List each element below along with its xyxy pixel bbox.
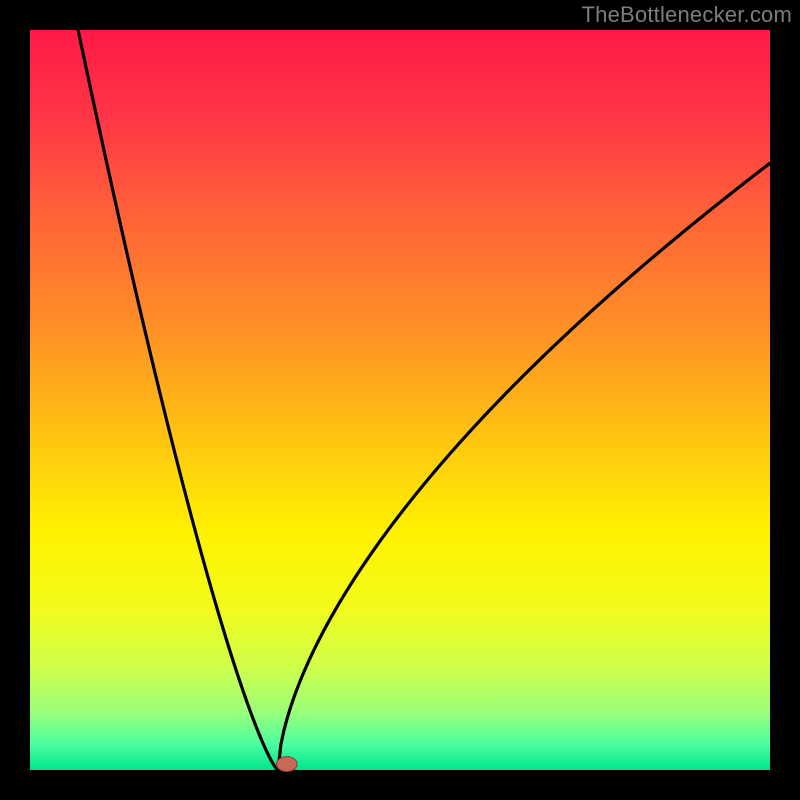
plot-background (30, 30, 770, 770)
watermark-text: TheBottlenecker.com (582, 2, 792, 28)
vertex-marker (276, 757, 297, 772)
chart-container: TheBottlenecker.com (0, 0, 800, 800)
chart-svg (0, 0, 800, 800)
